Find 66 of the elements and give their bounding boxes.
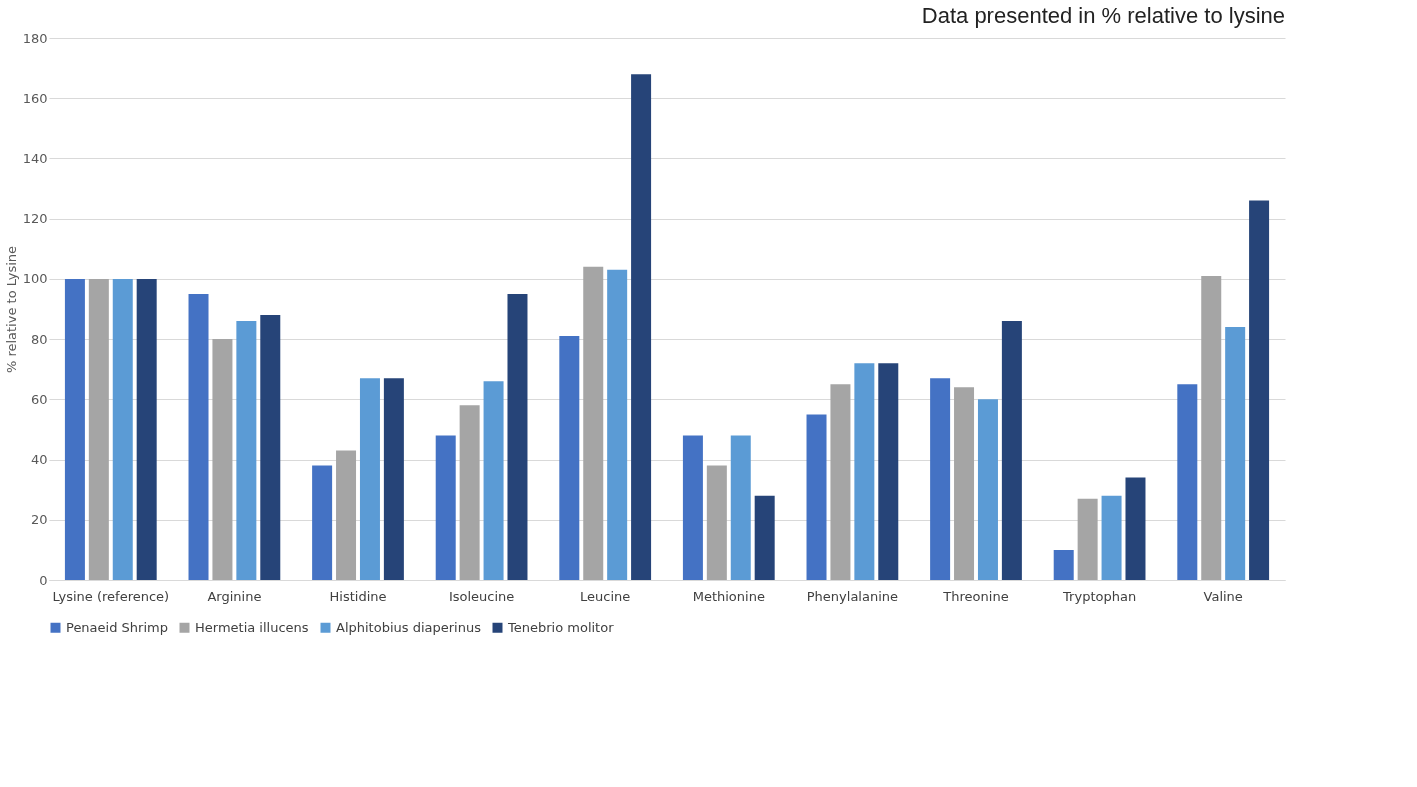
y-tick-label: 100: [22, 271, 48, 287]
bar: [1201, 275, 1222, 580]
bar: [1001, 321, 1022, 580]
bar: [359, 378, 380, 580]
bar: [977, 399, 998, 580]
bar: [930, 378, 951, 580]
bar: [459, 405, 480, 580]
x-tick-label: Lysine (reference): [52, 588, 170, 604]
x-tick-label: Valine: [1203, 588, 1243, 604]
x-tick-label: Isoleucine: [448, 588, 515, 604]
bar: [88, 278, 109, 580]
bar: [64, 278, 85, 580]
bar: [236, 321, 257, 580]
y-tick-label: 80: [30, 331, 48, 347]
bar: [112, 278, 133, 580]
bar: [559, 336, 580, 580]
bar: [188, 293, 209, 580]
bar: [136, 278, 157, 580]
y-tick-label: 20: [30, 512, 48, 528]
legend-label: Penaeid Shrimp: [66, 619, 168, 635]
bar: [806, 414, 827, 580]
legend-label: Hermetia illucens: [195, 619, 309, 635]
y-axis-title: % relative to Lysine: [3, 245, 19, 374]
bar: [1101, 495, 1122, 580]
x-tick-label: Threonine: [942, 588, 1009, 604]
x-tick-label: Tryptophan: [1062, 588, 1137, 604]
y-tick-label: 40: [30, 452, 48, 468]
y-tick-label: 60: [30, 391, 48, 407]
bar: [507, 293, 528, 580]
legend-label: Alphitobius diaperinus: [336, 619, 482, 635]
bar: [1249, 200, 1270, 580]
bar: [854, 363, 875, 580]
y-tick-label: 120: [22, 211, 48, 227]
y-tick-label: 180: [22, 30, 48, 46]
x-tick-label: Arginine: [207, 588, 262, 604]
bar: [730, 435, 751, 580]
bar: [682, 435, 703, 580]
y-tick-label: 160: [22, 90, 48, 106]
x-tick-label: Phenylalanine: [806, 588, 899, 604]
x-tick-label: Methionine: [692, 588, 765, 604]
bar: [607, 269, 628, 580]
bar: [1225, 327, 1246, 580]
bar: [1077, 498, 1098, 580]
bar: [830, 384, 851, 580]
bar: [754, 495, 775, 580]
bar: [260, 315, 281, 580]
bar: [631, 74, 652, 580]
bar: [583, 266, 604, 580]
bar: [312, 465, 333, 580]
bar: [1053, 549, 1074, 580]
x-tick-label: Leucine: [580, 588, 631, 604]
bar: [878, 363, 899, 580]
legend-label: Tenebrio molitor: [507, 619, 615, 635]
bar: [336, 450, 357, 580]
bar: [954, 387, 975, 580]
bar: [706, 465, 727, 580]
bar: [383, 378, 404, 580]
chart-title: Data presented in % relative to lysine: [921, 3, 1285, 28]
y-tick-label: 0: [39, 572, 48, 588]
bar: [435, 435, 456, 580]
x-tick-label: Histidine: [329, 588, 387, 604]
bar: [1177, 384, 1198, 580]
bar: [1125, 477, 1146, 580]
bar: [483, 381, 504, 580]
bar: [212, 339, 233, 580]
y-tick-label: 140: [22, 150, 48, 166]
